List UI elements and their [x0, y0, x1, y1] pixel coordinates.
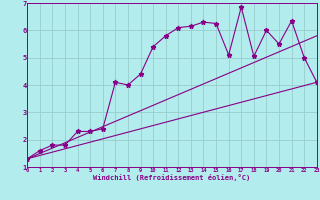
X-axis label: Windchill (Refroidissement éolien,°C): Windchill (Refroidissement éolien,°C) [93, 174, 251, 181]
